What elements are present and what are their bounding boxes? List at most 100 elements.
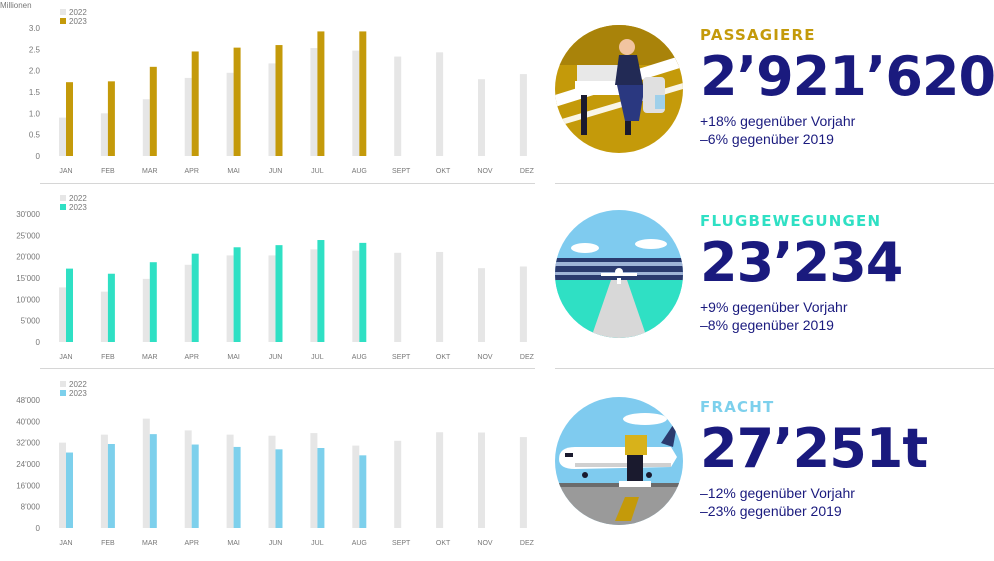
cargo-illustration bbox=[555, 397, 683, 525]
y-tick-label: 2.5 bbox=[29, 45, 41, 54]
bar-2022 bbox=[268, 255, 276, 342]
legend-swatch-2023 bbox=[60, 18, 66, 24]
stat-title: FRACHT bbox=[700, 398, 775, 416]
stat-value: 2’921’620 bbox=[700, 45, 994, 108]
stat-divider bbox=[555, 183, 994, 184]
bar-2022 bbox=[100, 434, 108, 528]
x-tick-label: OKT bbox=[436, 354, 451, 361]
x-tick-label: NOV bbox=[477, 168, 493, 175]
movements-chart: 0 5'000 10'000 15'000 20'000 25'000 30'000 2022… bbox=[0, 190, 540, 375]
bar-2022 bbox=[268, 63, 276, 157]
bar-2022 bbox=[394, 252, 402, 342]
passengers-stat: PASSAGIERE 2’921’620 +18% gegenüber Vorj… bbox=[700, 26, 994, 148]
bar-2023 bbox=[233, 47, 241, 157]
y-tick-label: 0.5 bbox=[29, 131, 41, 140]
stat-change-prev-year: +9% gegenüber Vorjahr bbox=[700, 299, 848, 315]
x-tick-label: DEZ bbox=[520, 168, 535, 175]
x-tick-label: AUG bbox=[352, 168, 367, 175]
bar-2022 bbox=[478, 79, 485, 156]
y-tick-label: 8'000 bbox=[21, 503, 41, 512]
y-tick-label: 1.0 bbox=[29, 109, 41, 118]
bar-2022 bbox=[519, 437, 527, 528]
bar-2022 bbox=[310, 48, 318, 157]
bar-2023 bbox=[149, 434, 157, 528]
x-tick-label: OKT bbox=[436, 168, 451, 175]
x-tick-label: MAI bbox=[227, 168, 240, 175]
bar-2022 bbox=[394, 56, 402, 156]
chart-divider bbox=[40, 183, 535, 184]
passengers-chart: Millionen 0 0.5 1.0 1.5 2.0 2.5 3.0 2022 2023 JAN F… bbox=[0, 0, 540, 185]
y-tick-label: 48'000 bbox=[16, 396, 40, 405]
x-tick-label: DEZ bbox=[520, 540, 535, 547]
x-tick-label: JUL bbox=[311, 354, 324, 361]
bar-2023 bbox=[149, 262, 157, 342]
bar-2023 bbox=[66, 82, 73, 156]
y-tick-label: 30'000 bbox=[16, 210, 40, 219]
bar-2022 bbox=[478, 432, 485, 528]
x-tick-label: JUN bbox=[269, 168, 283, 175]
stat-title: PASSAGIERE bbox=[700, 26, 816, 44]
x-tick-label: SEPT bbox=[392, 540, 411, 547]
y-tick-label: 2.0 bbox=[29, 67, 41, 76]
y-unit-label: Millionen bbox=[0, 1, 32, 10]
x-tick-label: NOV bbox=[477, 354, 493, 361]
x-tick-label: MAR bbox=[142, 354, 158, 361]
x-tick-label: JUL bbox=[311, 168, 324, 175]
x-tick-label: JUN bbox=[269, 354, 283, 361]
stat-change-prev-year: +18% gegenüber Vorjahr bbox=[700, 113, 856, 129]
x-tick-label: SEPT bbox=[392, 168, 411, 175]
stat-change-2019: –23% gegenüber 2019 bbox=[700, 503, 842, 519]
legend-label-2023: 2023 bbox=[69, 389, 87, 398]
bar-2022 bbox=[519, 74, 527, 156]
bar-2023 bbox=[66, 452, 73, 528]
bar-2023 bbox=[191, 444, 199, 528]
bar-2022 bbox=[394, 440, 402, 528]
legend-label-2022: 2022 bbox=[69, 8, 87, 17]
x-tick-label: MAR bbox=[142, 168, 158, 175]
x-tick-label: JUN bbox=[269, 540, 283, 547]
bar-2022 bbox=[184, 264, 192, 342]
legend-swatch-2022 bbox=[60, 9, 66, 15]
y-tick-label: 20'000 bbox=[16, 253, 40, 262]
bar-2022 bbox=[226, 255, 234, 342]
bar-2022 bbox=[436, 251, 444, 342]
bar-2023 bbox=[107, 81, 115, 156]
freight-chart-svg: 0 8'000 16'000 24'000 32'000 40'000 48'000 2022… bbox=[16, 380, 535, 547]
x-tick-label: NOV bbox=[477, 540, 493, 547]
y-tick-label: 10'000 bbox=[16, 295, 40, 304]
bar-2022 bbox=[352, 445, 360, 528]
y-tick-label: 0 bbox=[36, 338, 41, 347]
bar-2023 bbox=[107, 273, 115, 342]
bar-2022 bbox=[310, 433, 318, 528]
stat-change-prev-year: –12% gegenüber Vorjahr bbox=[700, 485, 855, 501]
bar-2023 bbox=[359, 242, 367, 342]
bar-2022 bbox=[142, 99, 150, 156]
y-tick-label: 0 bbox=[36, 152, 41, 161]
x-tick-label: DEZ bbox=[520, 354, 535, 361]
x-tick-label: AUG bbox=[352, 540, 367, 547]
stat-value: 23’234 bbox=[700, 231, 903, 294]
bar-2023 bbox=[317, 31, 325, 157]
chart-divider bbox=[40, 368, 535, 369]
bar-2022 bbox=[352, 250, 360, 342]
bar-2022 bbox=[478, 268, 485, 342]
stat-value: 27’251t bbox=[700, 417, 928, 480]
legend-label-2022: 2022 bbox=[69, 380, 87, 389]
x-tick-label: SEPT bbox=[392, 354, 411, 361]
legend-label-2023: 2023 bbox=[69, 203, 87, 212]
legend-swatch-2023 bbox=[60, 390, 66, 396]
stat-title: FLUGBEWEGUNGEN bbox=[700, 212, 882, 230]
bar-2022 bbox=[352, 50, 360, 156]
bar-2022 bbox=[226, 72, 234, 156]
bar-2023 bbox=[275, 45, 283, 156]
bar-2022 bbox=[142, 278, 150, 342]
bar-2023 bbox=[191, 51, 199, 156]
bar-2022 bbox=[268, 435, 276, 528]
y-tick-label: 3.0 bbox=[29, 24, 41, 33]
bar-2023 bbox=[275, 449, 283, 528]
x-tick-label: JAN bbox=[59, 540, 72, 547]
bar-2023 bbox=[149, 66, 157, 156]
x-tick-label: JAN bbox=[59, 354, 72, 361]
y-tick-label: 1.5 bbox=[29, 88, 41, 97]
